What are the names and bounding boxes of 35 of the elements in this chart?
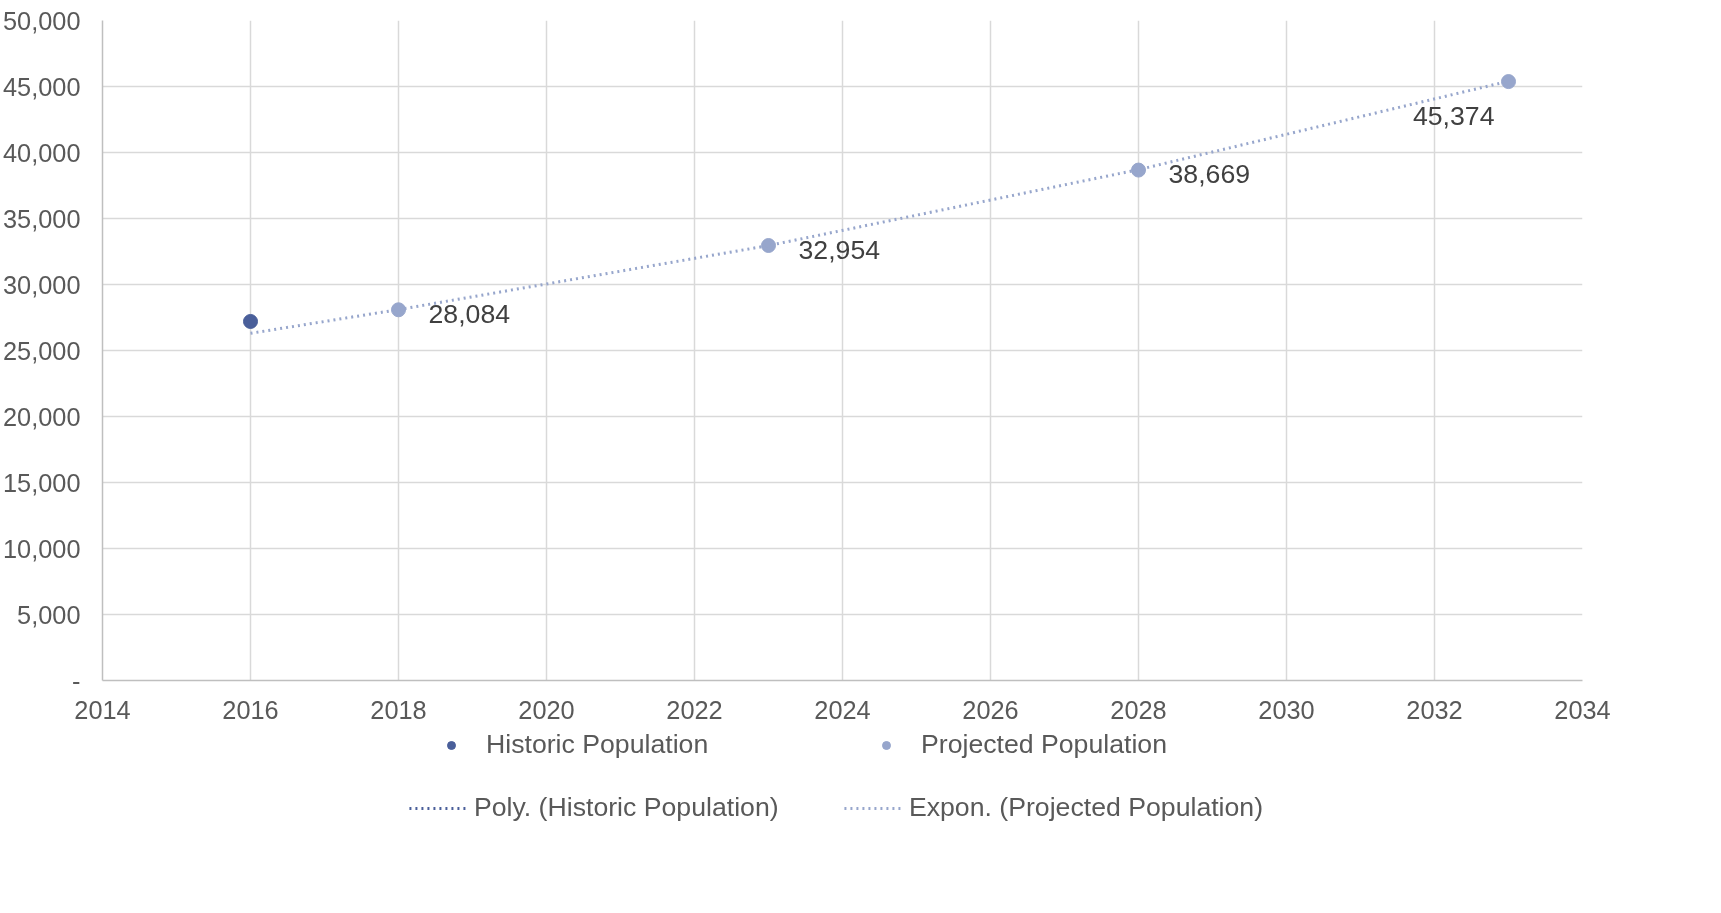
x-tick-label: 2028	[1110, 695, 1167, 724]
x-tick-label: 2024	[814, 695, 871, 724]
legend-label: Projected Population	[921, 729, 1168, 760]
x-tick-label: 2032	[1406, 695, 1463, 724]
y-tick-label: 10,000	[3, 534, 81, 563]
y-tick-label: 40,000	[3, 138, 81, 167]
legend-label: Historic Population	[486, 729, 710, 760]
y-tick-label: -	[72, 666, 81, 695]
y-tick-label: 45,000	[3, 72, 81, 101]
y-tick-label: 50,000	[3, 6, 81, 35]
x-tick-label: 2022	[666, 695, 723, 724]
point	[761, 238, 776, 253]
x-tick-label: 2016	[222, 695, 279, 724]
data-label: 38,669	[1168, 159, 1251, 190]
x-tick-label: 2026	[962, 695, 1019, 724]
y-tick-label: 20,000	[3, 402, 81, 431]
legend-label: Expon. (Projected Population)	[908, 792, 1264, 823]
y-tick-label: 25,000	[3, 336, 81, 365]
data-label: 28,084	[428, 298, 511, 329]
x-tick-label: 2034	[1554, 695, 1611, 724]
legend-label: Poly. (Historic Population)	[473, 792, 780, 823]
x-tick-label: 2020	[518, 695, 575, 724]
x-tick-label: 2014	[74, 695, 131, 724]
point	[1131, 162, 1146, 178]
y-tick-label: 35,000	[3, 204, 81, 233]
data-label: 45,374	[1412, 100, 1495, 131]
point	[243, 313, 258, 329]
point	[1501, 74, 1516, 90]
y-tick-label: 5,000	[17, 600, 81, 629]
point	[391, 302, 406, 318]
x-tick-label: 2018	[370, 695, 427, 724]
y-tick-label: 15,000	[3, 468, 81, 497]
data-label: 32,954	[798, 234, 881, 265]
x-tick-label: 2030	[1258, 695, 1315, 724]
y-tick-label: 30,000	[3, 270, 81, 299]
